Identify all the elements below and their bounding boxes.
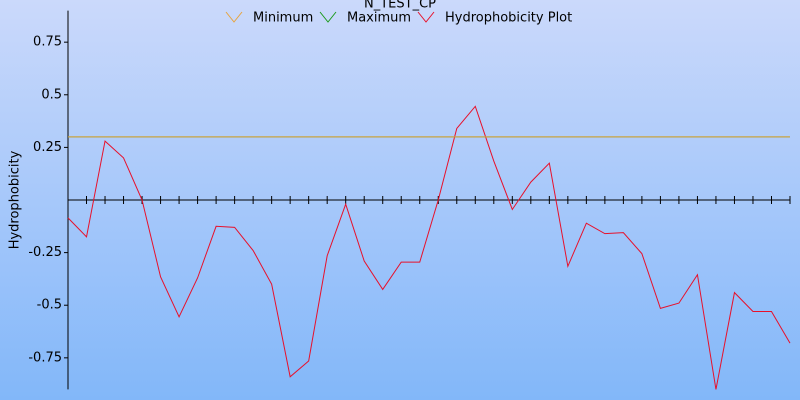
legend-label: Hydrophobicity Plot <box>445 11 572 26</box>
legend: Minimum Maximum Hydrophobicity Plot <box>225 11 572 26</box>
y-axis-label: Hydrophobicity <box>8 150 23 249</box>
legend-label: Minimum <box>253 11 313 26</box>
legend-label: Maximum <box>347 11 411 26</box>
y-tick-label: 0.75 <box>33 35 62 50</box>
y-tick-label: -0.75 <box>28 350 62 365</box>
y-tick-label: -0.5 <box>37 298 62 313</box>
legend-icon <box>225 11 243 23</box>
chart-title: N_TEST_CP <box>364 0 436 12</box>
y-tick-label: -0.25 <box>28 245 62 260</box>
legend-icon <box>319 11 337 23</box>
series-line <box>67 105 791 390</box>
y-tick-label: 0.25 <box>33 140 62 155</box>
y-tick-label: 0.5 <box>41 87 62 102</box>
legend-icon <box>417 11 435 23</box>
